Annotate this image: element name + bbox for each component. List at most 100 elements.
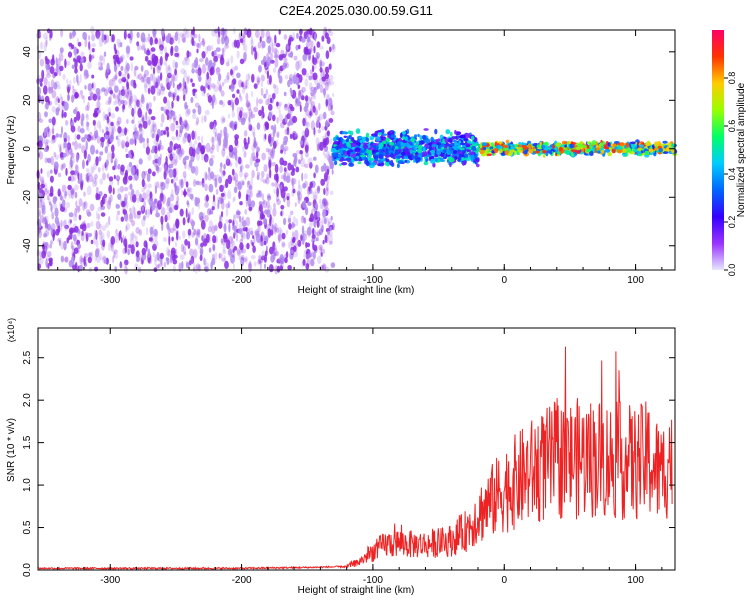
heatmap-cell: [316, 116, 320, 123]
heatmap-cell: [88, 41, 91, 50]
heatmap-cell: [177, 85, 182, 92]
heatmap-cell: [165, 126, 169, 132]
heatmap-cell: [283, 103, 289, 111]
heatmap-cell: [300, 37, 306, 43]
heatmap-cell: [97, 60, 100, 68]
heatmap-cell: [268, 148, 273, 156]
heatmap-cell: [133, 79, 136, 87]
heatmap-cell: [417, 148, 422, 154]
heatmap-cell: [154, 81, 159, 89]
heatmap-cell: [306, 226, 312, 236]
heatmap-cell: [115, 204, 121, 209]
heatmap-cell: [304, 116, 307, 126]
heatmap-cell: [148, 102, 152, 109]
heatmap-cell: [316, 82, 321, 90]
heatmap-cell: [470, 151, 475, 155]
heatmap-cell: [251, 126, 256, 135]
heatmap-cell: [273, 202, 276, 209]
heatmap-cell: [103, 194, 108, 205]
heatmap-cell: [457, 151, 463, 155]
heatmap-cell: [255, 167, 259, 172]
heatmap-cell: [129, 30, 133, 41]
heatmap-cell: [125, 225, 128, 232]
heatmap-cell: [325, 174, 330, 181]
heatmap-cell: [113, 126, 116, 133]
heatmap-cell: [167, 64, 171, 71]
colorbar-tick-label: 0.4: [727, 168, 737, 181]
heatmap-cell: [158, 143, 161, 153]
heatmap-cell: [131, 108, 137, 115]
heatmap-cell: [211, 29, 216, 37]
heatmap-cell: [467, 133, 471, 139]
heatmap-cell: [322, 69, 326, 80]
heatmap-cell: [284, 103, 288, 108]
heatmap-cell: [192, 88, 196, 97]
heatmap-cell: [109, 90, 114, 95]
heatmap-cell: [106, 152, 111, 161]
heatmap-cell: [37, 199, 42, 209]
heatmap-cell: [644, 150, 650, 156]
heatmap-cell: [159, 44, 164, 51]
heatmap-cell: [159, 145, 164, 151]
heatmap-cell: [101, 87, 106, 92]
heatmap-cell: [231, 168, 235, 176]
heatmap-cell: [112, 93, 116, 99]
heatmap-cell: [267, 204, 272, 212]
heatmap-cell: [261, 210, 264, 220]
heatmap-cell: [234, 65, 238, 71]
heatmap-cell: [211, 225, 216, 235]
heatmap-cell: [43, 138, 49, 145]
heatmap-cell: [258, 254, 262, 265]
spectrogram-x-tick-label: -300: [100, 275, 120, 286]
heatmap-cell: [362, 144, 369, 149]
heatmap-cell: [313, 86, 317, 94]
heatmap-cell: [202, 183, 205, 188]
heatmap-cell: [430, 158, 436, 164]
heatmap-cell: [78, 93, 81, 99]
heatmap-cell: [285, 61, 289, 69]
heatmap-cell: [515, 146, 522, 150]
heatmap-cell: [250, 111, 254, 120]
heatmap-cell: [269, 168, 272, 179]
heatmap-cell: [77, 172, 80, 180]
heatmap-cell: [49, 29, 53, 39]
heatmap-cell: [195, 147, 200, 155]
heatmap-cell: [303, 249, 306, 260]
heatmap-cell: [430, 136, 434, 142]
heatmap-cell: [276, 117, 279, 124]
heatmap-cell: [136, 210, 142, 216]
heatmap-cell: [184, 101, 188, 111]
heatmap-cell: [205, 157, 209, 163]
heatmap-cell: [308, 186, 311, 192]
heatmap-cell: [43, 233, 47, 238]
heatmap-cell: [308, 55, 311, 61]
heatmap-cell: [211, 136, 215, 147]
heatmap-cell: [261, 152, 267, 161]
heatmap-cell: [489, 146, 494, 150]
heatmap-cell: [251, 169, 255, 179]
heatmap-cell: [184, 175, 187, 184]
heatmap-cell: [251, 90, 253, 98]
heatmap-cell: [73, 46, 78, 56]
heatmap-cell: [205, 172, 208, 181]
heatmap-cell: [73, 247, 79, 254]
heatmap-cell: [113, 174, 116, 180]
snr-x-tick-label: 100: [627, 575, 644, 586]
heatmap-cell: [351, 144, 357, 148]
heatmap-cell: [320, 252, 323, 257]
heatmap-cell: [155, 133, 159, 141]
heatmap-cell: [297, 239, 302, 247]
heatmap-cell: [345, 157, 352, 161]
heatmap-cell: [160, 28, 165, 37]
heatmap-cell: [120, 139, 126, 149]
heatmap-cell: [327, 230, 330, 236]
heatmap-cell: [298, 159, 301, 165]
heatmap-cell: [80, 172, 83, 182]
heatmap-cell: [257, 42, 262, 49]
heatmap-cell: [199, 247, 204, 256]
heatmap-cell: [216, 142, 220, 153]
heatmap-cell: [202, 232, 208, 243]
heatmap-cell: [79, 255, 84, 265]
heatmap-cell: [113, 100, 117, 106]
heatmap-cell: [305, 72, 310, 78]
